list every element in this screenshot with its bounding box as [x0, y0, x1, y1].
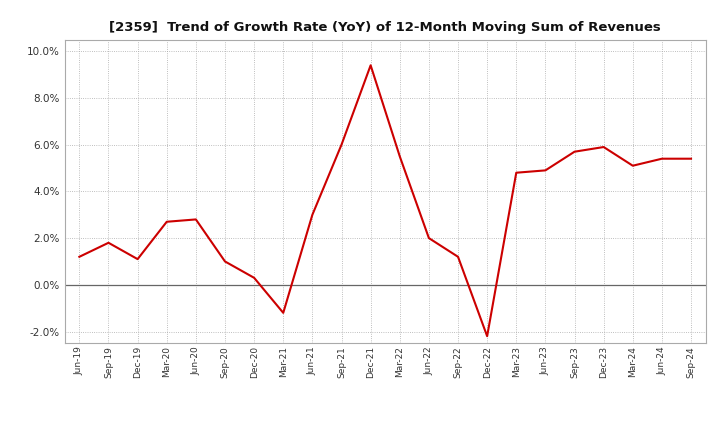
Title: [2359]  Trend of Growth Rate (YoY) of 12-Month Moving Sum of Revenues: [2359] Trend of Growth Rate (YoY) of 12-…: [109, 21, 661, 34]
